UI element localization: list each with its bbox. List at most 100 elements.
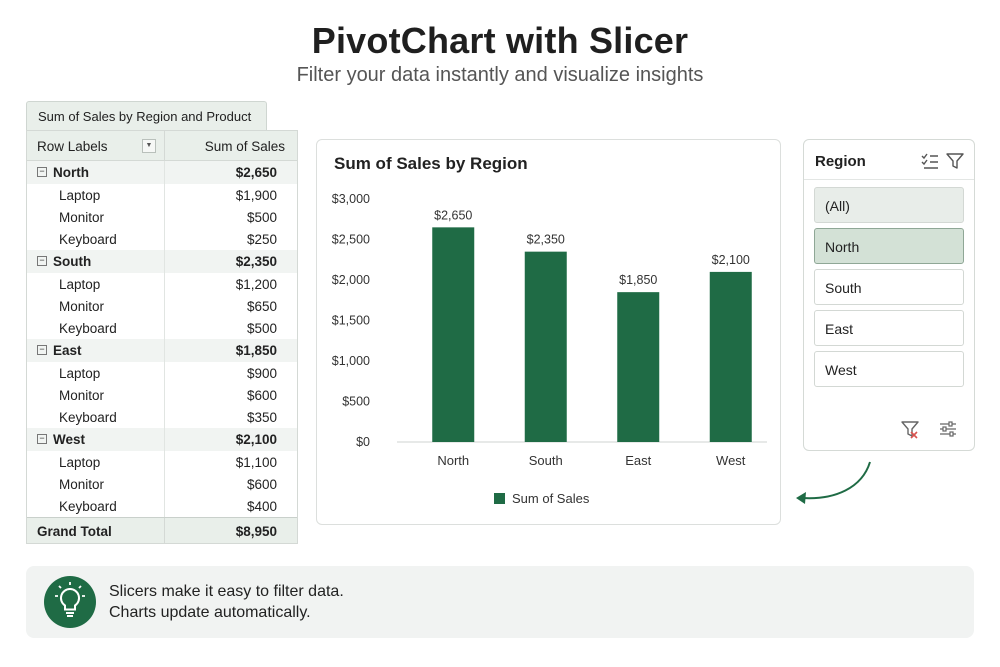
item-value: $1,100 xyxy=(235,455,277,470)
dropdown-arrow-icon[interactable]: ▼ xyxy=(142,139,156,153)
item-label: Keyboard xyxy=(27,317,165,339)
group-label: West xyxy=(53,432,86,447)
pivot-item-row: Monitor $650 xyxy=(27,295,297,317)
row-labels-header[interactable]: Row Labels ▼ xyxy=(27,131,165,160)
data-label: $2,350 xyxy=(527,233,565,247)
pivot-table: Row Labels ▼ Sum of Sales − North $2,650 La… xyxy=(26,130,298,544)
slicer-settings-icon[interactable] xyxy=(938,419,958,439)
bar-west xyxy=(709,271,752,442)
item-value: $350 xyxy=(246,410,277,425)
x-tick-label: East xyxy=(625,453,651,468)
group-label: North xyxy=(53,165,89,180)
collapse-icon[interactable]: − xyxy=(37,256,47,266)
pivot-item-row: Monitor $500 xyxy=(27,206,297,228)
slicer-item-south[interactable]: South xyxy=(814,269,964,305)
lightbulb-icon xyxy=(44,576,96,628)
bar-north xyxy=(432,227,475,442)
item-label: Keyboard xyxy=(27,495,165,517)
grand-total-row: Grand Total $8,950 xyxy=(27,517,297,543)
collapse-icon[interactable]: − xyxy=(37,434,47,444)
group-label: East xyxy=(53,343,82,358)
pivot-table-name-tab[interactable]: Sum of Sales by Region and Product xyxy=(26,101,267,131)
item-label: Monitor xyxy=(27,206,165,228)
item-label: Keyboard xyxy=(27,406,165,428)
group-total: $2,100 xyxy=(235,432,277,447)
x-tick-label: South xyxy=(529,453,563,468)
item-label: Monitor xyxy=(27,295,165,317)
pivot-group-row-south[interactable]: − South $2,350 xyxy=(27,250,297,273)
slicer-item-east[interactable]: East xyxy=(814,310,964,346)
pivot-group-row-north[interactable]: − North $2,650 xyxy=(27,161,297,184)
pivot-header-row: Row Labels ▼ Sum of Sales xyxy=(27,131,297,161)
pivot-item-row: Monitor $600 xyxy=(27,384,297,406)
pivot-item-row: Keyboard $250 xyxy=(27,228,297,250)
pivot-item-row: Monitor $600 xyxy=(27,473,297,495)
item-label: Laptop xyxy=(27,362,165,384)
y-tick-label: $2,000 xyxy=(332,273,370,287)
pivot-chart[interactable]: $0 $500 $1,000 $1,500 $2,000 $2,500 $3,000 $2,6… xyxy=(316,139,781,525)
item-value: $1,900 xyxy=(235,188,277,203)
bar-south xyxy=(524,251,567,442)
slicer-item-all[interactable]: (All) xyxy=(814,187,964,223)
item-label: Laptop xyxy=(27,273,165,295)
row-labels-header-label: Row Labels xyxy=(37,139,108,154)
item-label: Laptop xyxy=(27,451,165,473)
pivot-item-row: Laptop $1,100 xyxy=(27,451,297,473)
collapse-icon[interactable]: − xyxy=(37,345,47,355)
item-value: $500 xyxy=(246,321,277,336)
legend-label: Sum of Sales xyxy=(512,491,590,506)
y-tick-label: $1,000 xyxy=(332,354,370,368)
slicer-item-north[interactable]: North xyxy=(814,228,964,264)
bar-east xyxy=(617,292,660,442)
slicer-item-west[interactable]: West xyxy=(814,351,964,387)
pivot-item-row: Laptop $900 xyxy=(27,362,297,384)
data-label: $2,100 xyxy=(712,253,750,267)
y-tick-label: $2,500 xyxy=(332,233,370,247)
page-title: PivotChart with Slicer xyxy=(311,20,689,61)
item-value: $600 xyxy=(246,388,277,403)
tip-line-2: Charts update automatically. xyxy=(109,604,311,621)
grand-total-value: $8,950 xyxy=(235,524,277,539)
y-tick-label: $0 xyxy=(356,435,370,449)
pivot-item-row: Laptop $1,900 xyxy=(27,184,297,206)
pivot-body: − North $2,650 Laptop $1,900 Monitor $500 Keybo… xyxy=(27,161,297,517)
multi-select-icon[interactable] xyxy=(920,151,940,171)
clear-filter-icon[interactable] xyxy=(900,419,920,439)
pivot-item-row: Keyboard $350 xyxy=(27,406,297,428)
item-value: $900 xyxy=(246,366,277,381)
item-label: Monitor xyxy=(27,384,165,406)
item-value: $500 xyxy=(246,210,277,225)
group-label: South xyxy=(53,254,92,269)
data-label: $2,650 xyxy=(434,208,472,222)
group-total: $2,350 xyxy=(235,254,277,269)
page-subtitle: Filter your data instantly and visualize… xyxy=(296,64,704,86)
item-value: $600 xyxy=(246,477,277,492)
slicer-header: Region xyxy=(804,140,974,180)
pivot-group-row-east[interactable]: − East $1,850 xyxy=(27,339,297,362)
item-value: $400 xyxy=(246,499,277,514)
pivot-group-row-west[interactable]: − West $2,100 xyxy=(27,428,297,451)
collapse-icon[interactable]: − xyxy=(37,167,47,177)
bar-chart-canvas: $0 $500 $1,000 $1,500 $2,000 $2,500 $3,000 $2,6… xyxy=(332,192,767,506)
tip-line-1: Slicers make it easy to filter data. xyxy=(109,583,344,600)
item-label: Keyboard xyxy=(27,228,165,250)
group-total: $2,650 xyxy=(235,165,277,180)
region-slicer[interactable]: Region (All) North South East West xyxy=(803,139,975,451)
pivot-item-row: Keyboard $500 xyxy=(27,317,297,339)
slicer-title: Region xyxy=(815,153,866,170)
item-label: Monitor xyxy=(27,473,165,495)
group-total: $1,850 xyxy=(235,343,277,358)
item-value: $1,200 xyxy=(235,277,277,292)
item-label: Laptop xyxy=(27,184,165,206)
y-tick-label: $1,500 xyxy=(332,314,370,328)
y-tick-label: $3,000 xyxy=(332,192,370,206)
data-label: $1,850 xyxy=(619,273,657,287)
pivot-item-row: Laptop $1,200 xyxy=(27,273,297,295)
filter-icon[interactable] xyxy=(945,151,965,171)
x-tick-label: North xyxy=(437,453,469,468)
item-value: $250 xyxy=(246,232,277,247)
legend-swatch xyxy=(494,493,505,504)
curved-arrow-icon xyxy=(796,461,871,504)
sum-of-sales-header: Sum of Sales xyxy=(204,139,285,154)
grand-total-label: Grand Total xyxy=(27,518,165,543)
